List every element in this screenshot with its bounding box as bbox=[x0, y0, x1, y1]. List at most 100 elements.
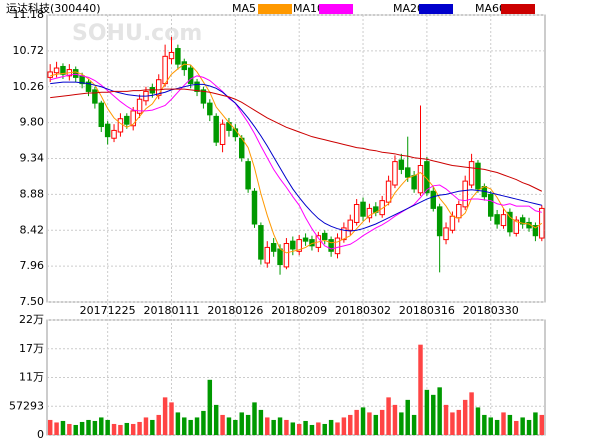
volume-bar bbox=[386, 397, 391, 435]
volume-bar bbox=[67, 423, 72, 435]
candle-body bbox=[47, 71, 53, 78]
ma-line bbox=[50, 63, 543, 254]
ma-line bbox=[50, 88, 543, 192]
volume-bar bbox=[348, 414, 353, 435]
candle-body bbox=[194, 81, 200, 92]
candle-body bbox=[200, 89, 207, 104]
x-tick-label: 20180111 bbox=[144, 304, 200, 317]
volume-bar bbox=[156, 414, 161, 435]
y-tick-label: 9.34 bbox=[20, 152, 45, 165]
volume-bar bbox=[322, 423, 327, 435]
volume-bar bbox=[105, 419, 110, 435]
volume-bar bbox=[341, 417, 347, 435]
volume-bar bbox=[514, 420, 519, 435]
candle-body bbox=[417, 165, 424, 194]
candle-body bbox=[379, 200, 385, 216]
volume-bar bbox=[335, 422, 340, 435]
volume-bar bbox=[245, 414, 251, 435]
volume-bar bbox=[411, 414, 417, 435]
candle-body bbox=[404, 167, 411, 178]
ma-line bbox=[50, 73, 542, 250]
y-tick-label: 8.88 bbox=[20, 187, 45, 200]
volume-bar bbox=[79, 421, 85, 435]
volume-bar bbox=[399, 412, 404, 435]
volume-bar bbox=[201, 410, 206, 435]
volume-bar bbox=[239, 412, 244, 435]
candle-body bbox=[532, 225, 539, 237]
volume-bar bbox=[143, 417, 149, 435]
volume-bar bbox=[526, 419, 532, 435]
legend-label: MA5 bbox=[232, 2, 256, 15]
volume-bar bbox=[405, 399, 410, 435]
candle-body bbox=[462, 180, 468, 208]
y-tick-label: 57293 bbox=[9, 399, 44, 412]
volume-bar bbox=[462, 399, 468, 435]
x-tick-label: 20180209 bbox=[271, 304, 327, 317]
volume-bar bbox=[309, 424, 315, 435]
volume-bar bbox=[469, 392, 474, 435]
volume-bar bbox=[475, 407, 481, 435]
volume-bar bbox=[47, 419, 53, 435]
candle-body bbox=[117, 118, 124, 133]
candle-body bbox=[449, 215, 456, 231]
x-tick-label: 20180330 bbox=[463, 304, 519, 317]
volume-bar bbox=[99, 417, 104, 435]
candle-body bbox=[130, 110, 136, 127]
candle-body bbox=[430, 190, 437, 209]
candle-body bbox=[264, 246, 271, 264]
candle-body bbox=[85, 81, 92, 92]
volume-bar bbox=[265, 417, 270, 435]
candle-body bbox=[494, 214, 500, 225]
volume-bar bbox=[284, 419, 289, 435]
candle-body bbox=[207, 102, 213, 116]
volume-bar bbox=[303, 420, 308, 435]
candle-body bbox=[468, 161, 475, 186]
ma-line bbox=[50, 81, 542, 232]
candle-body bbox=[213, 115, 219, 143]
candle-body bbox=[385, 180, 392, 203]
candle-body bbox=[296, 239, 302, 252]
volume-bar bbox=[111, 423, 117, 435]
volume-bar bbox=[418, 344, 423, 435]
candle-body bbox=[104, 123, 111, 138]
volume-bar bbox=[328, 419, 334, 435]
volume-bar bbox=[233, 419, 238, 435]
candle-body bbox=[436, 206, 443, 237]
volume-bar bbox=[290, 422, 296, 435]
volume-bar bbox=[379, 409, 385, 435]
volume-bar bbox=[360, 407, 366, 435]
legend-swatch bbox=[258, 4, 292, 14]
volume-bar bbox=[188, 419, 193, 435]
volume-bar bbox=[316, 422, 321, 435]
candle-body bbox=[519, 217, 526, 225]
y-tick-label: 11万 bbox=[19, 371, 44, 384]
volume-bar bbox=[373, 414, 379, 435]
volume-bar bbox=[488, 417, 493, 435]
candle-body bbox=[443, 227, 449, 241]
candle-body bbox=[270, 243, 277, 252]
volume-bar bbox=[494, 419, 500, 435]
volume-bar bbox=[520, 417, 525, 435]
volume-bar bbox=[533, 412, 538, 435]
volume-bar bbox=[60, 420, 66, 435]
volume-bar bbox=[258, 409, 264, 435]
candle-body bbox=[487, 193, 494, 217]
legend-label: MA10 bbox=[293, 2, 324, 15]
volume-bar bbox=[354, 409, 359, 435]
volume-bar bbox=[271, 419, 276, 435]
volume-bar bbox=[424, 389, 430, 435]
candle-body bbox=[258, 225, 264, 260]
candle-body bbox=[398, 159, 405, 170]
legend-swatch bbox=[419, 4, 453, 14]
volume-bar bbox=[456, 409, 462, 435]
candle-body bbox=[507, 211, 513, 233]
candle-body bbox=[334, 237, 341, 255]
volume-bar bbox=[507, 414, 513, 435]
candle-body bbox=[92, 89, 98, 104]
volume-bar bbox=[296, 423, 302, 435]
volume-bar bbox=[175, 412, 181, 435]
candle-body bbox=[277, 248, 283, 266]
volume-bar bbox=[182, 417, 187, 435]
